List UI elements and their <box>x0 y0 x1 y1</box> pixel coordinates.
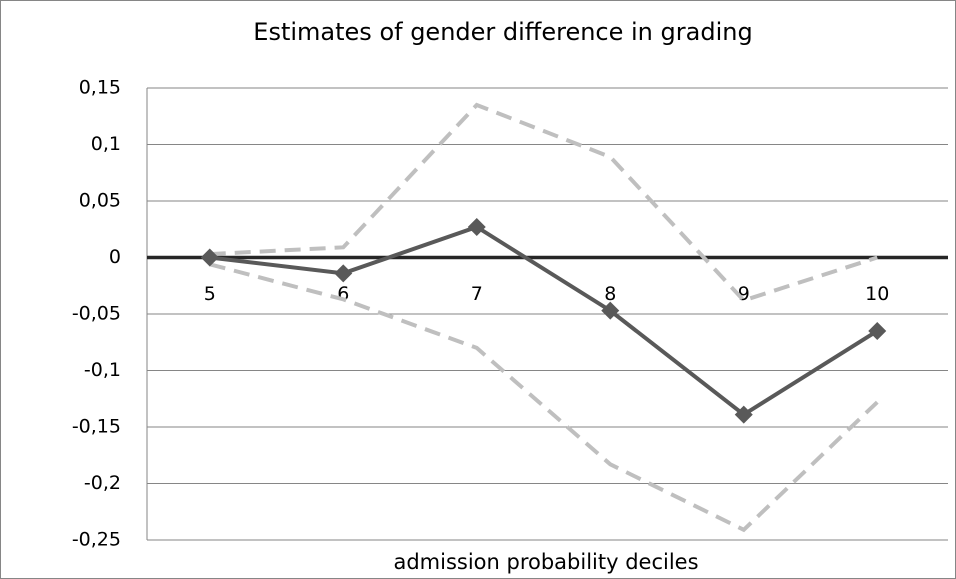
marker <box>467 217 486 236</box>
y-tick-label: 0,1 <box>91 133 121 155</box>
x-tick-label: 5 <box>204 283 216 305</box>
y-tick-label: -0,15 <box>72 416 121 438</box>
x-tick-label: 8 <box>604 283 616 305</box>
y-tick-label: -0,05 <box>72 303 121 325</box>
series-line <box>209 262 879 533</box>
y-tick-label: 0,15 <box>79 77 121 99</box>
y-tick-label: -0,2 <box>84 472 121 494</box>
series-line <box>209 102 878 303</box>
y-tick-label: -0,1 <box>84 359 121 381</box>
marker <box>334 264 353 283</box>
x-tick-label: 10 <box>865 283 889 305</box>
series-line <box>209 224 879 418</box>
x-tick-label: 7 <box>471 283 483 305</box>
x-tick-label: 6 <box>337 283 349 305</box>
y-tick-label: -0,25 <box>72 529 121 551</box>
y-tick-label: 0 <box>109 246 121 268</box>
marker <box>734 405 753 424</box>
marker <box>868 321 887 340</box>
x-axis-title: admission probability deciles <box>393 550 698 574</box>
chart-title: Estimates of gender difference in gradin… <box>253 18 752 46</box>
marker <box>200 248 219 267</box>
y-tick-label: 0,05 <box>79 190 121 212</box>
marker <box>601 301 620 320</box>
